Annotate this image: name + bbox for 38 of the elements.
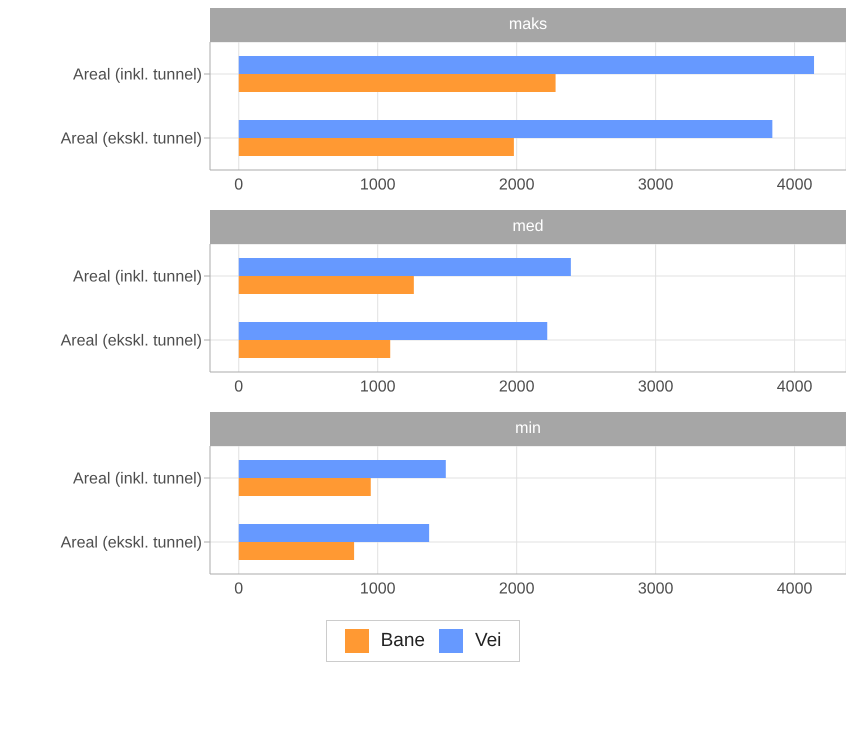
x-tick-label: 2000 bbox=[498, 378, 535, 396]
chart-title: med bbox=[210, 210, 846, 244]
bar bbox=[238, 276, 414, 294]
x-tick-label: 0 bbox=[234, 176, 244, 194]
y-tick-label: Areal (inkl. tunnel) bbox=[73, 268, 202, 286]
legend-label: Vei bbox=[474, 630, 502, 652]
x-tick-label: 1000 bbox=[360, 378, 396, 396]
x-tick-label: 3000 bbox=[638, 176, 674, 194]
x-tick-label: 4000 bbox=[776, 176, 812, 194]
bar bbox=[238, 120, 772, 138]
bar bbox=[238, 524, 430, 542]
x-tick-label: 4000 bbox=[776, 378, 812, 396]
x-tick-label: 2000 bbox=[498, 176, 535, 194]
chart-title: maks bbox=[210, 8, 846, 42]
x-tick-label: 1000 bbox=[360, 580, 396, 598]
legend-label: Bane bbox=[380, 630, 425, 652]
y-tick-label: Areal (ekskl. tunnel) bbox=[60, 534, 202, 552]
bar bbox=[238, 542, 354, 560]
bar bbox=[238, 258, 571, 276]
y-tick-label: Areal (ekskl. tunnel) bbox=[60, 332, 202, 350]
x-tick-label: 3000 bbox=[638, 378, 674, 396]
bar bbox=[238, 322, 548, 340]
bar bbox=[238, 460, 446, 478]
x-tick-label: 3000 bbox=[638, 580, 674, 598]
chart-title: min bbox=[210, 412, 846, 446]
y-tick-label: Areal (inkl. tunnel) bbox=[73, 470, 202, 488]
bar bbox=[238, 74, 556, 92]
bar bbox=[238, 478, 371, 496]
bar bbox=[238, 56, 814, 74]
x-tick-label: 2000 bbox=[498, 580, 535, 598]
x-tick-label: 0 bbox=[234, 378, 244, 396]
bar bbox=[238, 138, 514, 156]
bar bbox=[238, 340, 390, 358]
y-tick-label: Areal (ekskl. tunnel) bbox=[60, 130, 202, 148]
x-tick-label: 1000 bbox=[360, 176, 396, 194]
x-tick-label: 0 bbox=[234, 580, 244, 598]
y-tick-label: Areal (inkl. tunnel) bbox=[73, 66, 202, 84]
x-tick-label: 4000 bbox=[776, 580, 812, 598]
